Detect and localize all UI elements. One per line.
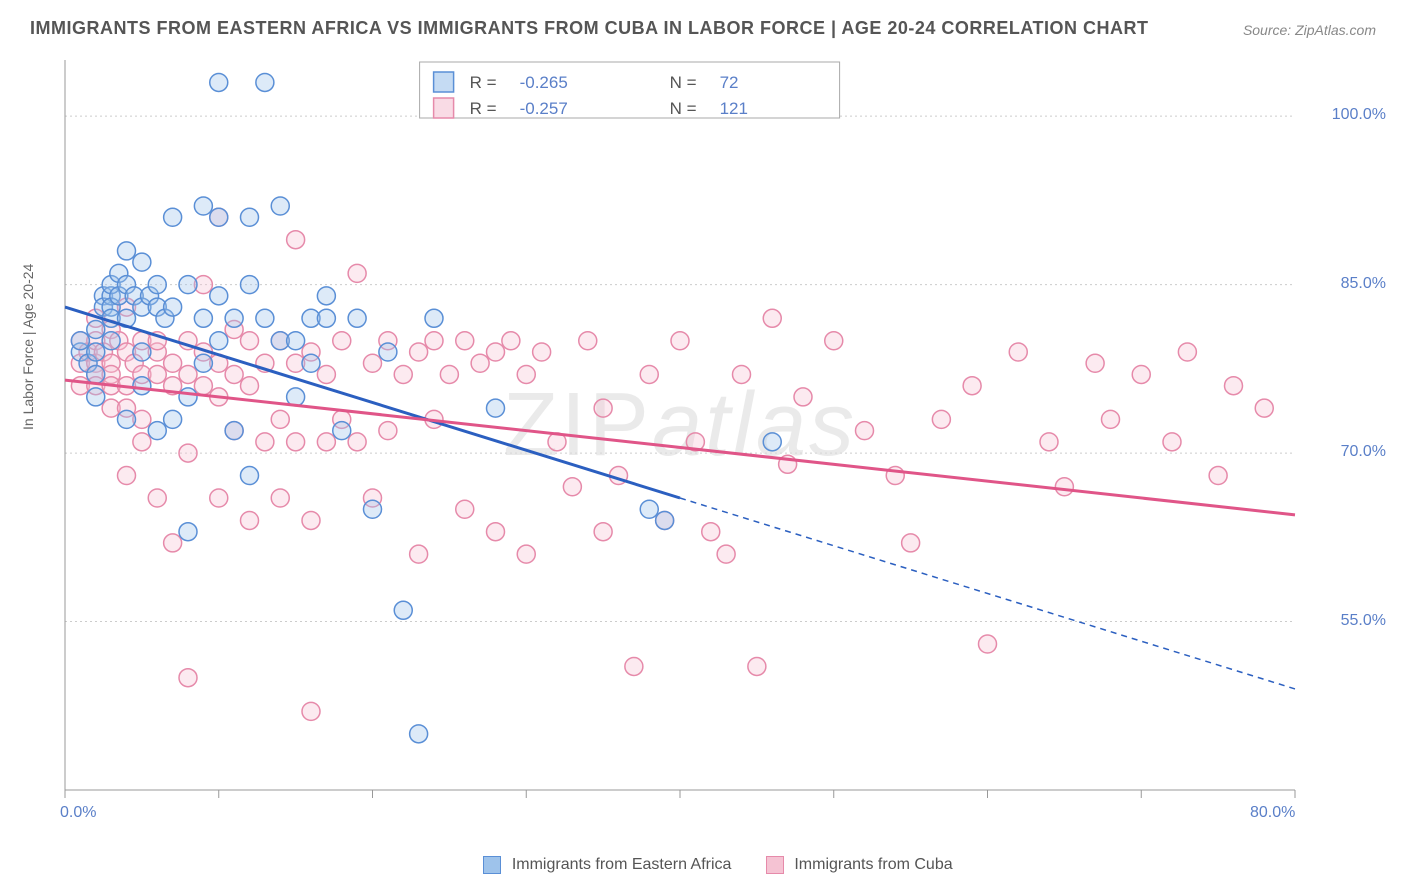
y-tick-70: 70.0% — [1341, 443, 1386, 461]
legend-label-2: Immigrants from Cuba — [794, 856, 952, 873]
legend-label-1: Immigrants from Eastern Africa — [512, 856, 732, 873]
legend-swatch-2 — [766, 856, 784, 874]
scatter-plot: ZIPatlasR =-0.265N =72R =-0.257N =121 — [60, 50, 1300, 820]
y-axis-label: In Labor Force | Age 20-24 — [20, 264, 36, 430]
y-tick-100: 100.0% — [1332, 106, 1386, 124]
svg-text:121: 121 — [720, 99, 748, 118]
legend-swatch-1 — [483, 856, 501, 874]
y-tick-85: 85.0% — [1341, 275, 1386, 293]
svg-text:R =: R = — [470, 73, 497, 92]
svg-text:72: 72 — [720, 73, 739, 92]
y-tick-55: 55.0% — [1341, 612, 1386, 630]
source-attribution: Source: ZipAtlas.com — [1243, 22, 1376, 38]
bottom-legend: Immigrants from Eastern Africa Immigrant… — [0, 856, 1406, 874]
svg-text:N =: N = — [670, 99, 697, 118]
svg-text:-0.257: -0.257 — [520, 99, 568, 118]
svg-text:-0.265: -0.265 — [520, 73, 568, 92]
x-tick-0: 0.0% — [60, 804, 96, 822]
chart-title: IMMIGRANTS FROM EASTERN AFRICA VS IMMIGR… — [30, 18, 1149, 39]
x-tick-80: 80.0% — [1250, 804, 1295, 822]
svg-text:N =: N = — [670, 73, 697, 92]
svg-text:R =: R = — [470, 99, 497, 118]
